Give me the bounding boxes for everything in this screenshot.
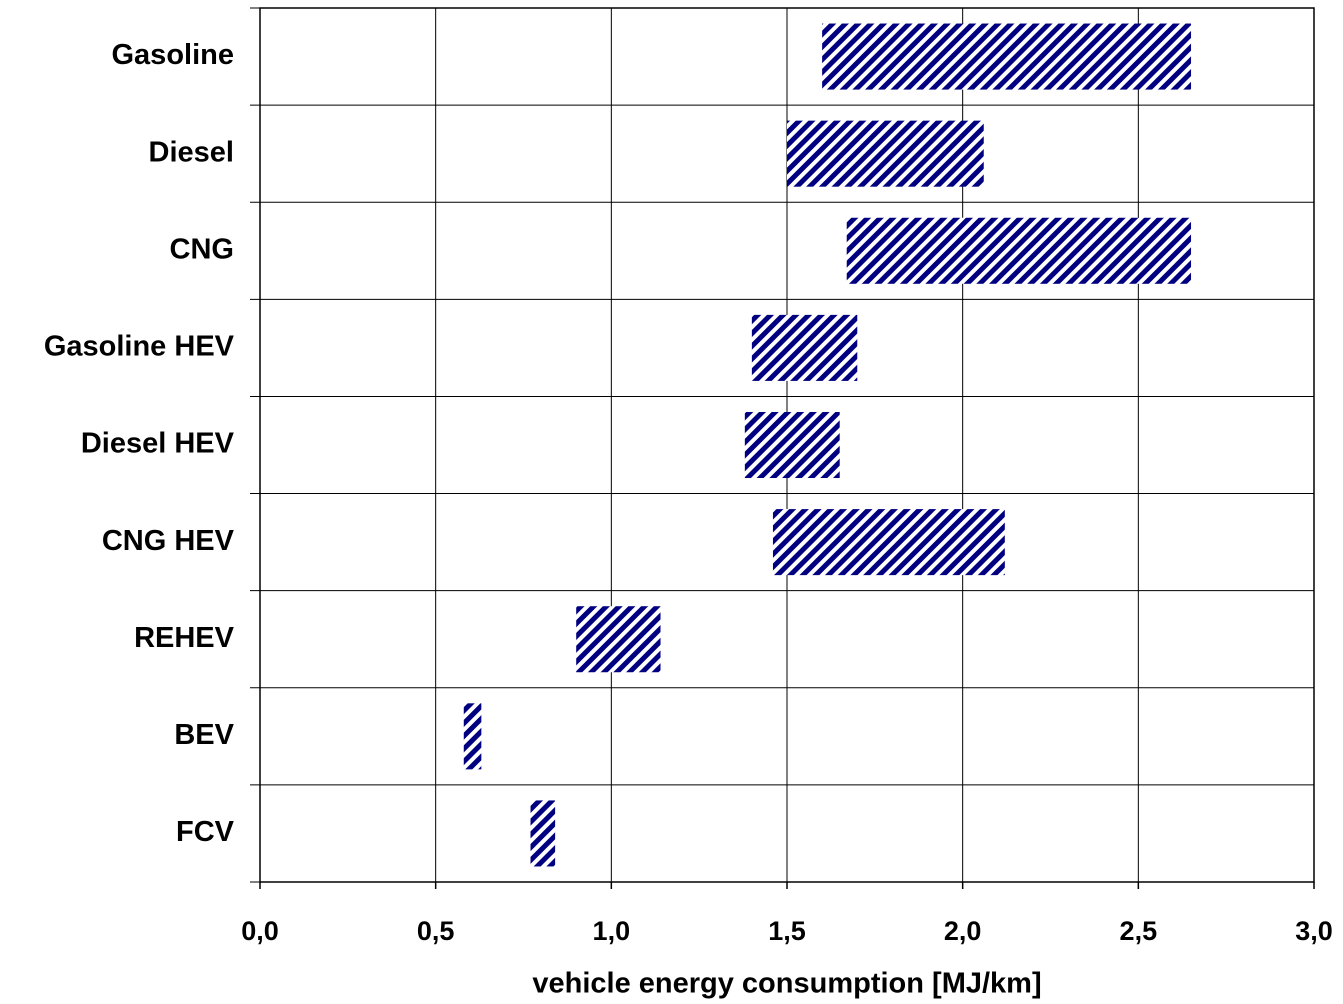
y-tick-label: FCV — [176, 816, 235, 848]
x-tick-label: 1,5 — [768, 916, 806, 946]
y-tick-label: REHEV — [134, 622, 235, 654]
bar — [822, 23, 1192, 90]
x-tick-label: 2,5 — [1120, 916, 1158, 946]
y-tick-label: Gasoline — [112, 39, 235, 71]
plot-frame — [259, 7, 1315, 883]
bar — [846, 217, 1192, 284]
bar — [772, 509, 1005, 576]
x-tick-label: 3,0 — [1295, 916, 1333, 946]
bar — [751, 314, 858, 381]
y-tick-label: Diesel HEV — [81, 428, 235, 460]
y-tick-label: Diesel — [149, 136, 234, 168]
x-tick-label: 0,0 — [241, 916, 279, 946]
bar — [744, 411, 840, 479]
y-tick-label: CNG HEV — [102, 525, 235, 557]
x-axis-title: vehicle energy consumption [MJ/km] — [532, 968, 1041, 1000]
y-tick-label: BEV — [174, 719, 234, 751]
x-tick-label: 1,0 — [593, 916, 631, 946]
bar — [576, 606, 661, 673]
x-tick-label: 2,0 — [944, 916, 982, 946]
y-tick-label: CNG — [170, 233, 234, 265]
bar — [787, 120, 984, 187]
bar — [530, 800, 556, 867]
x-tick-label: 0,5 — [417, 916, 455, 946]
bar — [463, 703, 482, 770]
y-tick-label: Gasoline HEV — [44, 331, 235, 363]
